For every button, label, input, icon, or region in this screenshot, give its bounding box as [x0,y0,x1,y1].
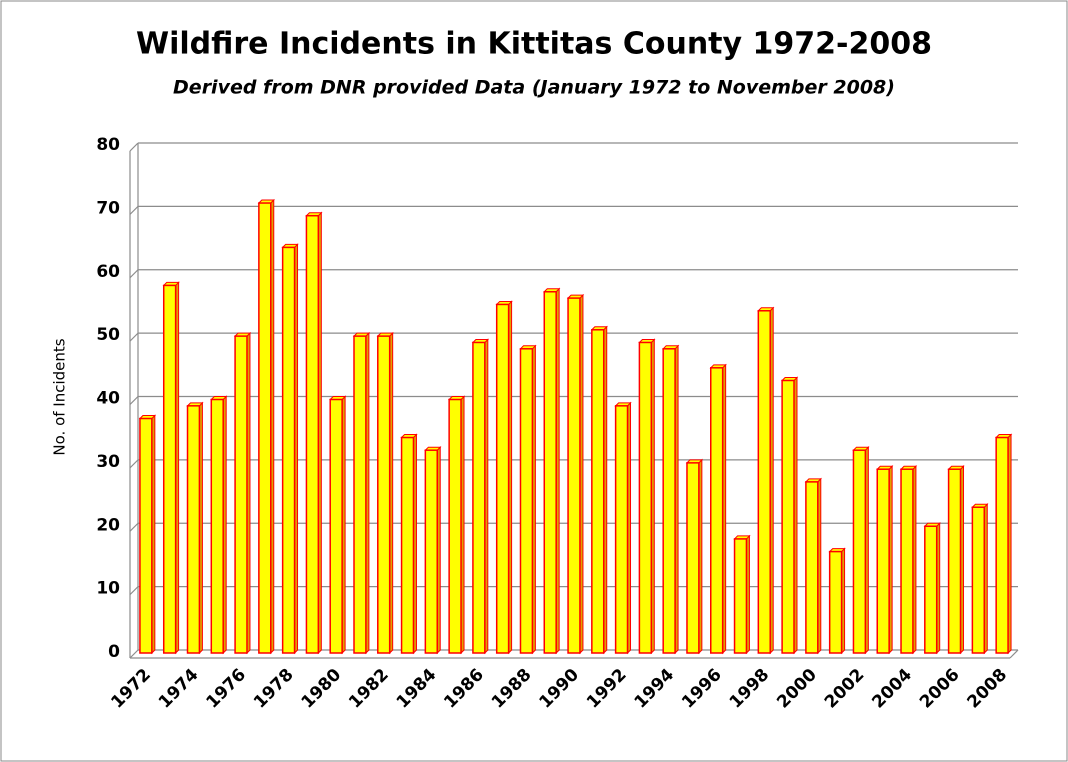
bar [162,284,177,654]
bar [781,379,795,654]
y-tick-label: 50 [96,325,120,345]
bar [947,468,962,654]
y-axis-label: No. of Incidents [51,338,69,455]
y-tick-label: 60 [96,262,120,282]
bar [495,303,510,654]
y-tick-label: 30 [96,452,120,472]
bar [662,348,676,654]
bar [805,481,819,654]
bar [924,525,938,654]
bar [234,335,248,654]
bar [900,468,914,654]
bar [710,367,724,654]
bar [733,538,748,654]
bar [353,335,367,654]
bar [971,506,986,654]
bar [472,341,486,654]
grid-line-side [129,205,139,215]
bar [424,449,438,654]
bar [258,202,272,654]
y-tick-label: 40 [96,389,120,409]
bar [210,398,224,654]
bar [329,398,343,654]
bar [400,436,415,654]
bar [186,405,201,654]
y-tick-label: 80 [96,135,120,155]
bar [876,468,890,654]
bar [591,329,605,654]
y-tick-label: 10 [96,579,120,599]
bar [377,335,391,654]
bar [567,297,581,654]
grid-line-side [129,649,139,659]
grid-line-side [129,586,139,596]
bar [757,310,771,654]
bar [638,341,653,654]
grid-line-side [129,522,139,532]
grid-line-side [129,459,139,469]
bar [828,550,843,654]
chart-title: Wildfire Incidents in Kittitas County 19… [136,27,932,62]
y-tick-label: 0 [108,642,120,662]
bar [543,291,557,654]
grid-line-side [129,332,139,342]
bar [305,214,320,654]
bar [139,417,153,654]
grid-line-side [129,142,139,152]
grid-line-side [129,269,139,279]
chart-subtitle: Derived from DNR provided Data (January … [173,77,895,99]
y-tick-label: 20 [96,515,120,535]
bar [852,449,867,654]
grid-line-side [129,396,139,405]
y-tick-label: 70 [96,198,120,218]
bar [614,405,629,654]
bar [448,398,462,654]
bar [281,246,296,654]
bar [519,348,534,654]
bar [995,436,1009,654]
bar [686,462,700,654]
x-axis-end [1009,649,1019,659]
